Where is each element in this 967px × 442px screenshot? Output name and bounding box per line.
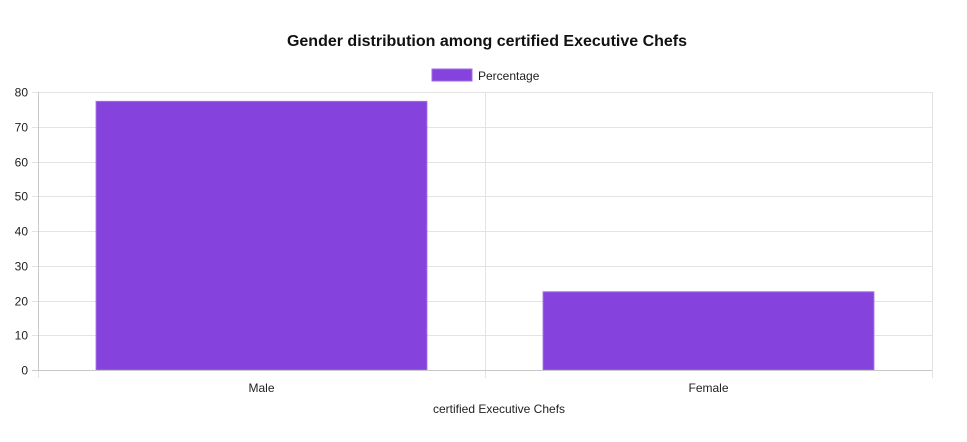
y-tick-label: 60 [15,156,29,170]
y-tick-label: 10 [15,329,29,343]
y-tick-label: 50 [15,190,29,204]
bar-male[interactable] [95,100,428,371]
legend-swatch[interactable] [431,68,473,82]
x-tick-label: Male [248,381,274,395]
legend-label[interactable]: Percentage [478,69,540,83]
x-axis-ticks: Male Female [248,381,728,395]
chart-title: Gender distribution among certified Exec… [287,33,687,50]
x-axis-title: certified Executive Chefs [433,402,565,416]
y-tick-label: 30 [15,260,29,274]
y-axis-ticks: 0 10 20 30 40 50 60 70 80 [15,86,29,378]
y-tick-label: 80 [15,86,29,100]
axes [32,92,932,371]
y-tick-label: 0 [21,364,28,378]
bars [95,100,875,371]
y-tick-label: 40 [15,225,29,239]
bar-female[interactable] [542,291,875,371]
x-tick-label: Female [688,381,728,395]
y-tick-label: 20 [15,295,29,309]
legend[interactable]: Percentage [431,68,540,83]
y-tick-label: 70 [15,121,29,135]
